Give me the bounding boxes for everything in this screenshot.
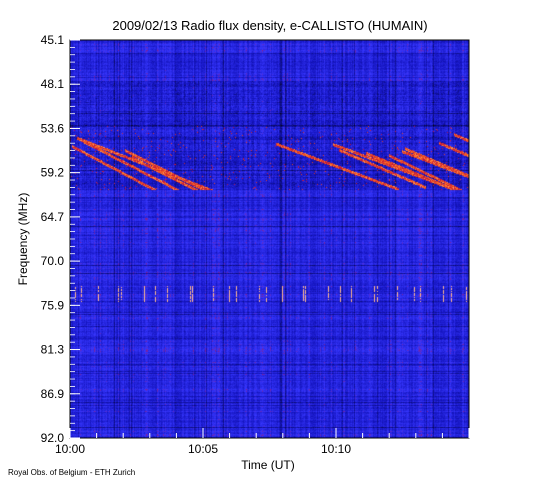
y-tick-label: 75.9 — [41, 298, 65, 312]
y-tick-label: 81.3 — [41, 343, 65, 357]
x-tick-label: 10:05 — [188, 442, 218, 456]
y-axis: 45.1 48.1 53.6 59.2 64.7 70.0 75.9 81.3 86.9 92.0 — [41, 33, 80, 445]
y-tick-label: 48.1 — [41, 77, 65, 91]
spectrogram-image — [70, 40, 469, 438]
x-tick-label: 10:00 — [55, 442, 85, 456]
credit-text: Royal Obs. of Belgium - ETH Zurich — [8, 468, 135, 477]
chart-title: 2009/02/13 Radio flux density, e-CALLIST… — [112, 18, 427, 33]
y-tick-label: 70.0 — [41, 254, 65, 268]
y-tick-label: 92.0 — [41, 431, 65, 445]
plot-area — [69, 39, 470, 439]
y-tick-label: 53.6 — [41, 121, 65, 135]
x-axis: 10:00 10:05 10:10 — [55, 428, 470, 456]
x-tick-label: 10:10 — [321, 442, 351, 456]
y-tick-label: 45.1 — [41, 33, 65, 47]
y-tick-label: 59.2 — [41, 166, 65, 180]
y-tick-label: 64.7 — [41, 210, 65, 224]
y-axis-label: Frequency (MHz) — [16, 193, 30, 286]
x-axis-label: Time (UT) — [241, 458, 295, 472]
y-tick-label: 86.9 — [41, 387, 65, 401]
